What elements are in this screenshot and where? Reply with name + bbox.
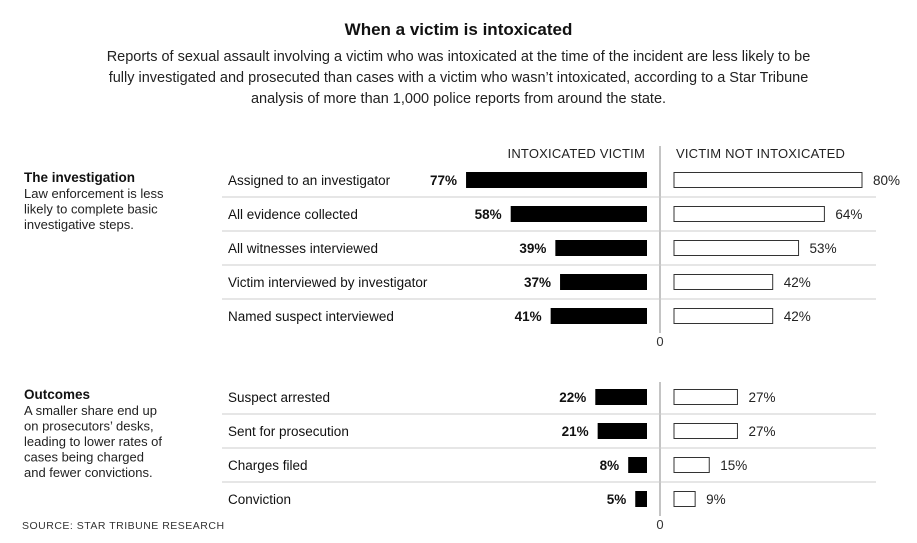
- column-header-not-intoxicated: VICTIM NOT INTOXICATED: [676, 146, 845, 161]
- value-label-not-intoxicated: 27%: [748, 424, 775, 439]
- section-description-line: investigative steps.: [24, 217, 134, 232]
- value-label-not-intoxicated: 80%: [873, 173, 900, 188]
- value-label-intoxicated: 21%: [562, 424, 589, 439]
- row-label: Suspect arrested: [228, 390, 330, 405]
- bar-not-intoxicated: [673, 274, 774, 290]
- value-label-not-intoxicated: 9%: [706, 492, 726, 507]
- bar-intoxicated: [628, 457, 647, 473]
- section-description-line: A smaller share end up: [24, 403, 157, 418]
- bar-intoxicated: [510, 206, 647, 222]
- value-label-intoxicated: 58%: [475, 207, 502, 222]
- row-label: Conviction: [228, 492, 291, 507]
- zero-axis-label: 0: [656, 334, 663, 349]
- value-label-not-intoxicated: 64%: [835, 207, 862, 222]
- row-label: All evidence collected: [228, 207, 358, 222]
- value-label-intoxicated: 77%: [430, 173, 457, 188]
- row-label: Victim interviewed by investigator: [228, 275, 428, 290]
- row-label: Named suspect interviewed: [228, 309, 394, 324]
- section-description-line: on prosecutors’ desks,: [24, 419, 154, 434]
- chart-title: When a victim is intoxicated: [344, 20, 573, 39]
- source-note: SOURCE: STAR TRIBUNE RESEARCH: [22, 520, 225, 532]
- bar-intoxicated: [597, 423, 647, 439]
- section-title: Outcomes: [24, 387, 90, 402]
- bar-intoxicated: [466, 172, 647, 188]
- bar-not-intoxicated: [673, 240, 800, 256]
- value-label-not-intoxicated: 27%: [748, 390, 775, 405]
- bar-intoxicated: [550, 308, 647, 324]
- row-label: Charges filed: [228, 458, 308, 473]
- value-label-intoxicated: 22%: [559, 390, 586, 405]
- chart-subtitle: Reports of sexual assault involving a vi…: [106, 49, 811, 107]
- value-label-not-intoxicated: 42%: [784, 309, 811, 324]
- section-description-line: leading to lower rates of: [24, 434, 162, 449]
- section-description-line: cases being charged: [24, 450, 144, 465]
- bar-not-intoxicated: [673, 389, 738, 405]
- section-title: The investigation: [24, 170, 135, 185]
- section-description-line: likely to complete basic: [24, 202, 158, 217]
- bar-not-intoxicated: [673, 457, 710, 473]
- row-label: Sent for prosecution: [228, 424, 349, 439]
- value-label-intoxicated: 37%: [524, 275, 551, 290]
- zero-axis-label: 0: [656, 517, 663, 532]
- value-label-not-intoxicated: 53%: [810, 241, 837, 256]
- value-label-intoxicated: 39%: [519, 241, 546, 256]
- row-label: Assigned to an investigator: [228, 173, 391, 188]
- value-label-not-intoxicated: 42%: [784, 275, 811, 290]
- value-label-intoxicated: 41%: [515, 309, 542, 324]
- section-description-line: and fewer convictions.: [24, 465, 153, 480]
- bar-not-intoxicated: [673, 206, 825, 222]
- bar-intoxicated: [555, 240, 647, 256]
- bar-intoxicated: [560, 274, 647, 290]
- column-header-intoxicated: INTOXICATED VICTIM: [508, 146, 645, 161]
- bar-intoxicated: [595, 389, 647, 405]
- bar-not-intoxicated: [673, 491, 696, 507]
- bar-intoxicated: [635, 491, 647, 507]
- bar-not-intoxicated: [673, 172, 863, 188]
- row-label: All witnesses interviewed: [228, 241, 378, 256]
- value-label-intoxicated: 5%: [607, 492, 627, 507]
- bar-not-intoxicated: [673, 308, 774, 324]
- section-description-line: Law enforcement is less: [24, 186, 164, 201]
- value-label-not-intoxicated: 15%: [720, 458, 747, 473]
- value-label-intoxicated: 8%: [600, 458, 620, 473]
- bar-not-intoxicated: [673, 423, 738, 439]
